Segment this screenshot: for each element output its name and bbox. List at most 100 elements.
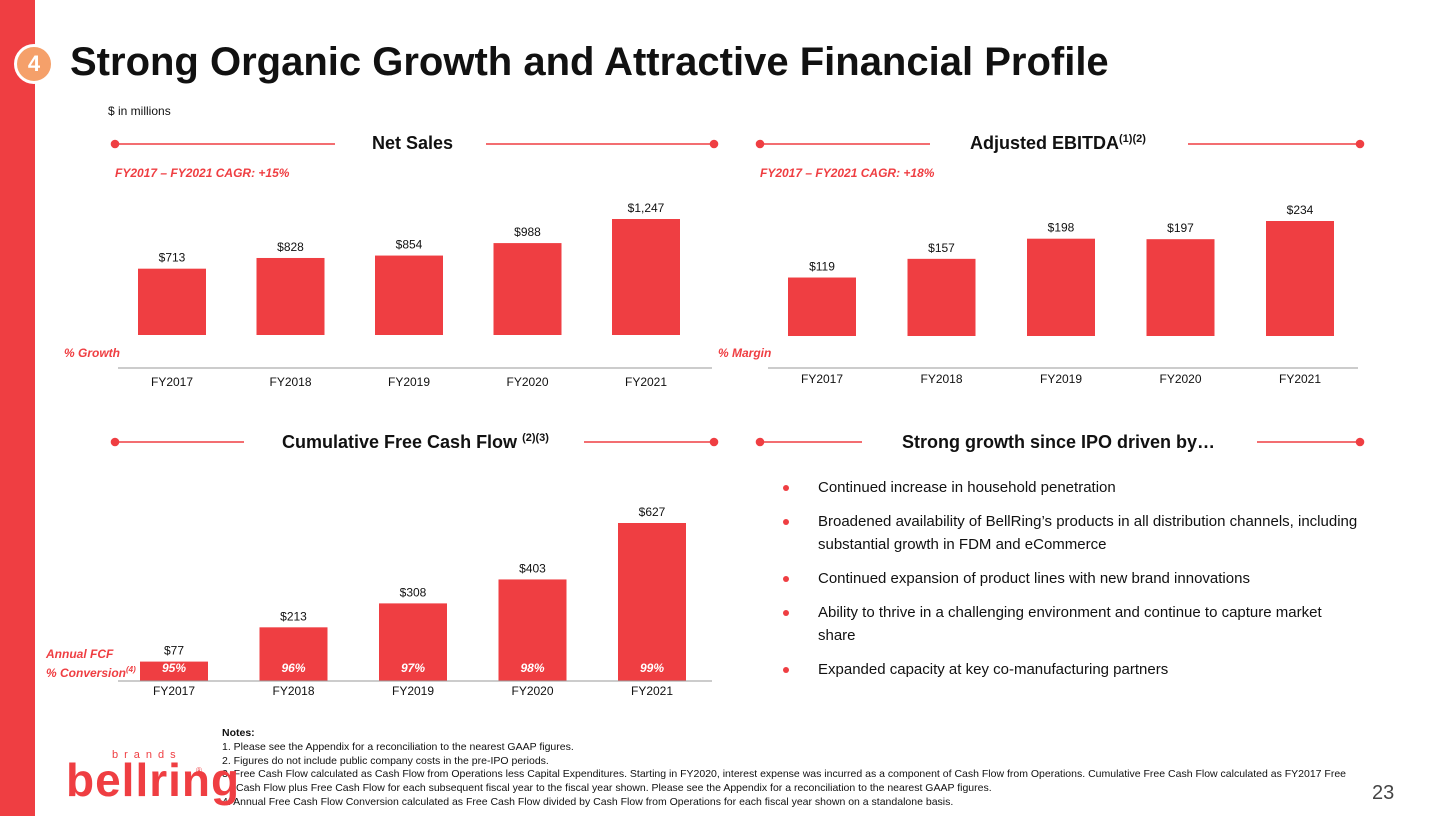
x-tick-label: FY2017 bbox=[151, 375, 193, 389]
x-tick-label: FY2020 bbox=[1159, 372, 1201, 386]
footnote-3: 3. Free Cash Flow calculated as Cash Flo… bbox=[222, 768, 1347, 795]
x-tick-label: FY2020 bbox=[511, 684, 553, 698]
bar-fy2018 bbox=[907, 258, 976, 336]
bar-inner-label: 97% bbox=[401, 661, 425, 675]
fcf-title-footnote: (2)(3) bbox=[522, 432, 549, 444]
bar-inner-label: 19% bbox=[1288, 346, 1312, 360]
bar-inner-label: 26% bbox=[633, 346, 658, 360]
net-sales-title: Net Sales bbox=[372, 133, 454, 153]
fcf-conversion-row-label: Annual FCF% Conversion(4) bbox=[46, 647, 136, 680]
x-tick-label: FY2021 bbox=[631, 684, 673, 698]
units-note: $ in millions bbox=[108, 104, 171, 118]
bar-fy2020 bbox=[493, 243, 562, 335]
list-item: Expanded capacity at key co-manufacturin… bbox=[780, 658, 1360, 681]
list-item: Ability to thrive in a challenging envir… bbox=[780, 601, 1360, 647]
x-tick-label: FY2017 bbox=[153, 684, 195, 698]
notes-title: Notes: bbox=[222, 727, 255, 739]
section-number-badge: 4 bbox=[14, 44, 54, 84]
x-tick-label: FY2017 bbox=[801, 372, 843, 386]
bullet-dot-icon bbox=[783, 485, 789, 491]
x-tick-label: FY2019 bbox=[1040, 372, 1082, 386]
bar-fy2019 bbox=[375, 255, 443, 335]
bullet-dot-icon bbox=[783, 610, 789, 616]
x-tick-label: FY2018 bbox=[920, 372, 962, 386]
x-tick-label: FY2021 bbox=[625, 375, 667, 389]
list-item: Continued expansion of product lines wit… bbox=[780, 567, 1360, 590]
bar-value-label: $1,247 bbox=[628, 201, 665, 215]
growth-row-label: % Growth bbox=[64, 346, 120, 360]
bar-fy2017 bbox=[138, 268, 206, 335]
footnote-2: 2. Figures do not include public company… bbox=[222, 754, 549, 767]
bar-value-label: $198 bbox=[1048, 221, 1075, 235]
list-item: Continued increase in household penetrat… bbox=[780, 476, 1360, 499]
bar-value-label: $988 bbox=[514, 225, 541, 239]
bar-inner-label: 16% bbox=[515, 346, 539, 360]
bar-inner-label: 19% bbox=[929, 346, 953, 360]
bar-value-label: $234 bbox=[1287, 203, 1314, 217]
bar-value-label: $627 bbox=[639, 505, 666, 519]
bar-fy2017 bbox=[788, 277, 856, 336]
x-tick-label: FY2019 bbox=[388, 375, 430, 389]
bullet-dot-icon bbox=[783, 667, 789, 673]
bar-fy2021 bbox=[618, 523, 686, 681]
margin-row-label: % Margin bbox=[718, 346, 772, 360]
list-item: Broadened availability of BellRing’s pro… bbox=[780, 510, 1360, 556]
x-tick-label: FY2020 bbox=[506, 375, 548, 389]
bar-inner-label: 95% bbox=[162, 661, 186, 675]
bar-inner-label: 17% bbox=[810, 346, 834, 360]
bar-fy2020 bbox=[1146, 239, 1215, 336]
bar-value-label: $77 bbox=[164, 644, 184, 658]
bar-fy2018 bbox=[259, 627, 328, 681]
bar-value-label: $197 bbox=[1167, 221, 1194, 235]
bullet-dot-icon bbox=[783, 576, 789, 582]
bar-inner-label: 20% bbox=[1167, 346, 1192, 360]
bar-inner-label: 96% bbox=[281, 661, 305, 675]
page-number: 23 bbox=[1372, 782, 1395, 804]
footnotes: Notes: 1. Please see the Appendix for a … bbox=[222, 727, 1352, 810]
brand-sidebar bbox=[0, 0, 35, 816]
bar-inner-label: 16% bbox=[278, 346, 302, 360]
bar-value-label: $713 bbox=[159, 251, 186, 265]
bar-fy2019 bbox=[379, 603, 447, 681]
brand-logo: bellring bbox=[66, 754, 241, 806]
bar-value-label: $157 bbox=[928, 241, 955, 255]
bar-value-label: $403 bbox=[519, 561, 546, 575]
growth-drivers-list: Continued increase in household penetrat… bbox=[780, 476, 1360, 692]
bar-inner-label: n/a bbox=[163, 346, 181, 360]
bar-value-label: $119 bbox=[809, 260, 835, 274]
bar-value-label: $213 bbox=[280, 609, 307, 623]
bar-fy2018 bbox=[256, 257, 325, 335]
fcf-title: Cumulative Free Cash Flow (2)(3) bbox=[282, 432, 549, 452]
bar-fy2019 bbox=[1027, 238, 1095, 336]
x-tick-label: FY2018 bbox=[269, 375, 311, 389]
bar-fy2021 bbox=[1266, 221, 1334, 336]
bar-value-label: $854 bbox=[396, 238, 423, 252]
brand-logo-subtext: brands bbox=[112, 749, 182, 761]
x-tick-label: FY2021 bbox=[1279, 372, 1321, 386]
bullet-dot-icon bbox=[783, 519, 789, 525]
x-tick-label: FY2019 bbox=[392, 684, 434, 698]
ebitda-cagr: FY2017 – FY2021 CAGR: +18% bbox=[760, 166, 935, 180]
bar-inner-label: 3% bbox=[400, 346, 418, 360]
ebitda-title-footnote: (1)(2) bbox=[1119, 133, 1146, 145]
net-sales-cagr: FY2017 – FY2021 CAGR: +15% bbox=[115, 166, 290, 180]
bar-value-label: $828 bbox=[277, 240, 304, 254]
footnote-4: 4. Annual Free Cash Flow Conversion calc… bbox=[222, 795, 954, 808]
bar-fy2021 bbox=[612, 219, 680, 335]
growth-drivers-title: Strong growth since IPO driven by… bbox=[902, 432, 1216, 452]
bar-inner-label: 99% bbox=[640, 661, 664, 675]
bar-inner-label: 23% bbox=[1048, 346, 1073, 360]
registered-mark: ® bbox=[196, 766, 202, 775]
bar-fy2017 bbox=[140, 661, 208, 681]
x-tick-label: FY2018 bbox=[272, 684, 314, 698]
bar-inner-label: 98% bbox=[520, 661, 544, 675]
footnote-1: 1. Please see the Appendix for a reconci… bbox=[222, 740, 574, 753]
ebitda-title: Adjusted EBITDA(1)(2) bbox=[970, 133, 1146, 153]
page-title: Strong Organic Growth and Attractive Fin… bbox=[70, 40, 1109, 84]
bar-value-label: $308 bbox=[400, 585, 427, 599]
bar-fy2020 bbox=[498, 579, 567, 681]
